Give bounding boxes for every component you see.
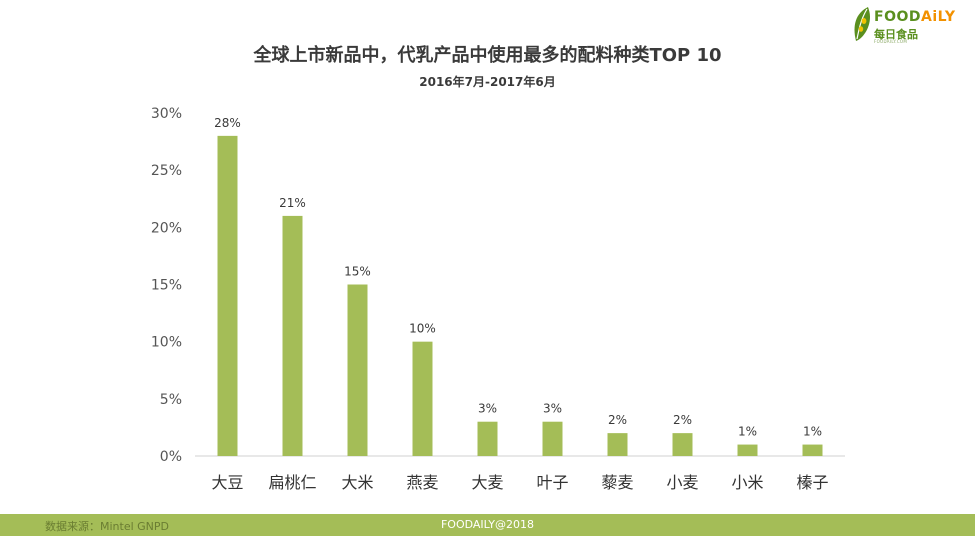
leaf-icon bbox=[854, 7, 870, 41]
y-tick-label: 15% bbox=[151, 278, 182, 294]
x-tick-label: 藜麦 bbox=[601, 473, 633, 492]
bar bbox=[477, 421, 498, 456]
logo-tagline: FOODAILY.COM bbox=[874, 39, 908, 44]
chart-title: 全球上市新品中，代乳产品中使用最多的配料种类TOP 10 bbox=[253, 45, 722, 66]
x-tick-label: 小麦 bbox=[666, 473, 698, 492]
y-axis: 0% 5% 10% 15% 20% 25% 30% bbox=[151, 106, 182, 465]
footer-bar: 数据来源：Mintel GNPD FOODAILY@2018 bbox=[0, 514, 975, 536]
bar bbox=[672, 433, 693, 456]
x-axis-labels: 大豆 扁桃仁 大米 燕麦 大麦 叶子 藜麦 小麦 小米 榛子 bbox=[211, 473, 828, 492]
value-labels: 28% 21% 15% 10% 3% 3% 2% 2% 1% 1% bbox=[214, 116, 822, 439]
x-tick-label: 叶子 bbox=[536, 473, 568, 492]
bar bbox=[737, 444, 758, 456]
bar bbox=[347, 284, 368, 456]
y-tick-label: 5% bbox=[160, 392, 182, 408]
x-tick-label: 燕麦 bbox=[406, 473, 438, 492]
y-tick-label: 25% bbox=[151, 163, 182, 179]
x-tick-label: 大米 bbox=[341, 473, 373, 492]
chart-subtitle: 2016年7月-2017年6月 bbox=[419, 75, 556, 89]
data-label: 2% bbox=[673, 413, 692, 427]
y-tick-label: 20% bbox=[151, 220, 182, 236]
copyright: FOODAILY@2018 bbox=[440, 518, 535, 531]
x-tick-label: 榛子 bbox=[796, 473, 828, 492]
logo-chinese-name: 每日食品 bbox=[874, 28, 918, 41]
data-label: 3% bbox=[543, 402, 562, 416]
data-label: 15% bbox=[344, 265, 371, 279]
bar bbox=[607, 433, 628, 456]
bar bbox=[217, 135, 238, 456]
x-tick-label: 大麦 bbox=[471, 473, 503, 492]
bar bbox=[802, 444, 823, 456]
y-tick-label: 10% bbox=[151, 335, 182, 351]
data-label: 1% bbox=[738, 425, 757, 439]
x-tick-label: 扁桃仁 bbox=[268, 473, 316, 492]
data-label: 21% bbox=[279, 196, 306, 210]
bars bbox=[217, 135, 823, 456]
bar-chart: 0% 5% 10% 15% 20% 25% 30% 28% 21% 15% 10% 3% 3% 2% 2%… bbox=[151, 106, 845, 492]
bar bbox=[542, 421, 563, 456]
x-tick-label: 小米 bbox=[731, 473, 763, 492]
foodaily-logo: FOODAiLY 每日食品 FOODAILY.COM bbox=[852, 5, 970, 45]
bar bbox=[282, 215, 303, 456]
data-label: 10% bbox=[409, 322, 436, 336]
data-label: 28% bbox=[214, 116, 241, 130]
data-source: 数据来源：Mintel GNPD bbox=[45, 520, 170, 533]
logo-text: FOODAiLY bbox=[874, 9, 956, 25]
data-label: 3% bbox=[478, 402, 497, 416]
y-tick-label: 30% bbox=[151, 106, 182, 122]
data-label: 2% bbox=[608, 413, 627, 427]
bar bbox=[412, 341, 433, 456]
x-tick-label: 大豆 bbox=[211, 473, 243, 492]
y-tick-label: 0% bbox=[160, 449, 182, 465]
data-label: 1% bbox=[803, 425, 822, 439]
